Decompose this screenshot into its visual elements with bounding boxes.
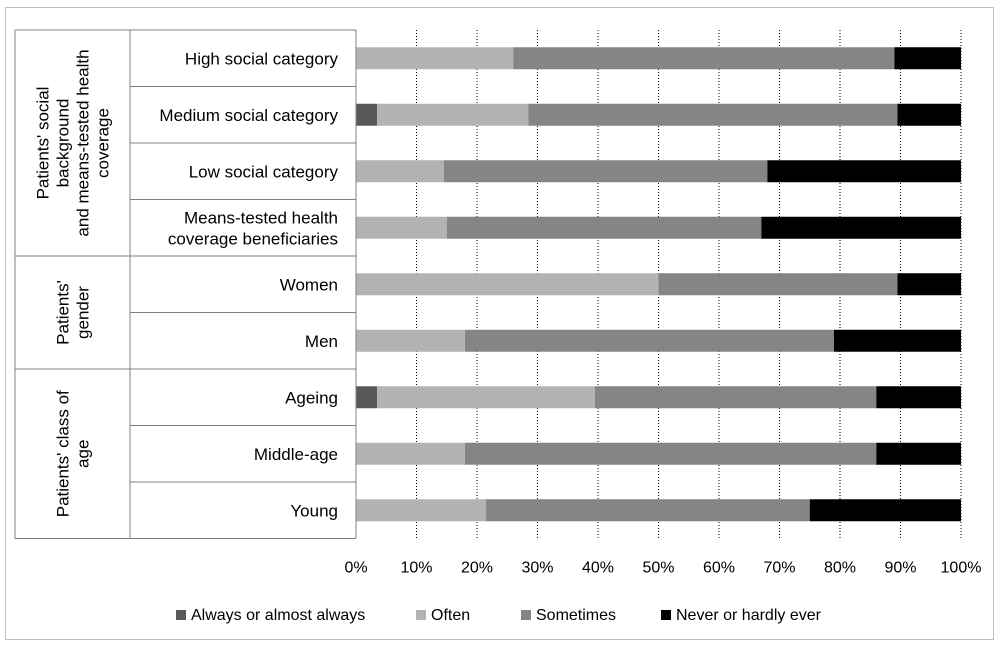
chart-frame bbox=[5, 7, 994, 640]
x-tick-label: 30% bbox=[521, 560, 553, 577]
category-label: Means-tested health coverage beneficiarie… bbox=[168, 208, 338, 248]
bar-segment bbox=[897, 103, 961, 126]
x-tick-label: 40% bbox=[582, 560, 614, 577]
bar-segment bbox=[377, 386, 595, 409]
bar-segment bbox=[356, 103, 378, 126]
category-label: Middle-age bbox=[254, 445, 338, 464]
x-tick-label: 50% bbox=[642, 560, 674, 577]
bar-segment bbox=[513, 47, 895, 70]
bar-segment bbox=[356, 499, 487, 522]
bar-segment bbox=[356, 386, 378, 409]
legend-swatch bbox=[416, 610, 426, 620]
x-tick-label: 100% bbox=[941, 560, 982, 577]
bar-segment bbox=[658, 273, 898, 296]
category-label: Men bbox=[305, 332, 338, 351]
bar-segment bbox=[528, 103, 898, 126]
bar-segment bbox=[356, 47, 514, 70]
bar-segment bbox=[377, 103, 529, 126]
bar-segment bbox=[809, 499, 961, 522]
bar-segment bbox=[486, 499, 810, 522]
group-label: Patients' class ofage bbox=[54, 390, 93, 517]
bar-segment bbox=[356, 216, 447, 239]
legend-label: Always or almost always bbox=[191, 607, 365, 624]
x-tick-label: 20% bbox=[461, 560, 493, 577]
category-label: Women bbox=[280, 275, 338, 294]
bar-segment bbox=[446, 216, 762, 239]
bar-segment bbox=[443, 160, 768, 183]
bar-segment bbox=[897, 273, 961, 296]
bar-segment bbox=[767, 160, 961, 183]
bar-segment bbox=[761, 216, 961, 239]
x-tick-label: 80% bbox=[824, 560, 856, 577]
x-tick-label: 10% bbox=[400, 560, 432, 577]
legend-label: Never or hardly ever bbox=[676, 607, 822, 624]
bar-segment bbox=[356, 160, 444, 183]
bar-segment bbox=[876, 386, 961, 409]
legend-swatch bbox=[176, 610, 186, 620]
category-label: Ageing bbox=[285, 388, 338, 407]
x-tick-label: 60% bbox=[703, 560, 735, 577]
bar-segment bbox=[464, 442, 877, 465]
bar-segment bbox=[356, 273, 659, 296]
bar-segment bbox=[876, 442, 961, 465]
x-tick-label: 90% bbox=[884, 560, 916, 577]
bar-segment bbox=[464, 329, 834, 352]
bar-segment bbox=[833, 329, 961, 352]
x-tick-label: 70% bbox=[763, 560, 795, 577]
legend-label: Sometimes bbox=[536, 607, 616, 624]
bar-segment bbox=[894, 47, 961, 70]
category-label: High social category bbox=[185, 49, 339, 68]
category-label: Medium social category bbox=[159, 106, 338, 125]
bar-segment bbox=[356, 329, 465, 352]
legend-swatch bbox=[661, 610, 671, 620]
group-label: Patients'gender bbox=[54, 280, 93, 345]
bar-segment bbox=[594, 386, 877, 409]
group-label: Patients' socialbackgroundand means-test… bbox=[34, 49, 113, 236]
legend-swatch bbox=[521, 610, 531, 620]
legend-label: Often bbox=[431, 607, 470, 624]
bar-segment bbox=[356, 442, 465, 465]
x-tick-label: 0% bbox=[344, 560, 367, 577]
category-label: Young bbox=[290, 501, 338, 520]
category-label: Low social category bbox=[189, 162, 339, 181]
